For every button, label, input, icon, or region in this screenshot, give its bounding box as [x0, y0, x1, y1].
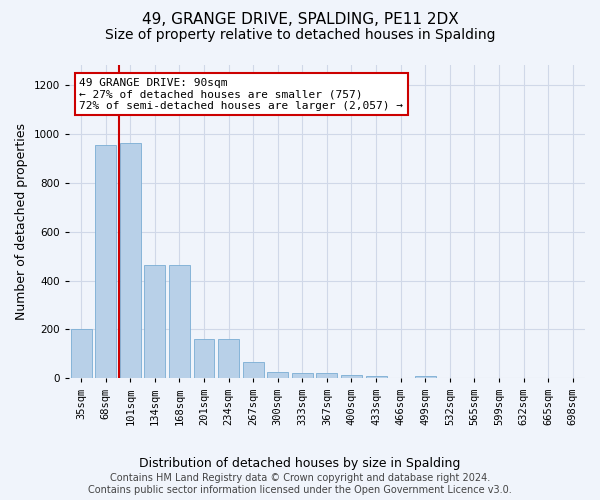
Bar: [120, 144, 141, 378]
Bar: [365, 376, 386, 378]
Bar: [243, 362, 263, 378]
Bar: [268, 372, 288, 378]
Bar: [95, 144, 116, 378]
Bar: [341, 375, 362, 378]
Y-axis label: Number of detached properties: Number of detached properties: [15, 123, 28, 320]
Bar: [194, 339, 214, 378]
Bar: [415, 376, 436, 378]
Text: Distribution of detached houses by size in Spalding: Distribution of detached houses by size …: [139, 458, 461, 470]
Bar: [169, 266, 190, 378]
Text: Contains HM Land Registry data © Crown copyright and database right 2024.
Contai: Contains HM Land Registry data © Crown c…: [88, 474, 512, 495]
Bar: [218, 339, 239, 378]
Bar: [71, 330, 92, 378]
Text: Size of property relative to detached houses in Spalding: Size of property relative to detached ho…: [105, 28, 495, 42]
Bar: [292, 373, 313, 378]
Text: 49, GRANGE DRIVE, SPALDING, PE11 2DX: 49, GRANGE DRIVE, SPALDING, PE11 2DX: [142, 12, 458, 28]
Text: 49 GRANGE DRIVE: 90sqm
← 27% of detached houses are smaller (757)
72% of semi-de: 49 GRANGE DRIVE: 90sqm ← 27% of detached…: [79, 78, 403, 110]
Bar: [316, 373, 337, 378]
Bar: [145, 266, 166, 378]
